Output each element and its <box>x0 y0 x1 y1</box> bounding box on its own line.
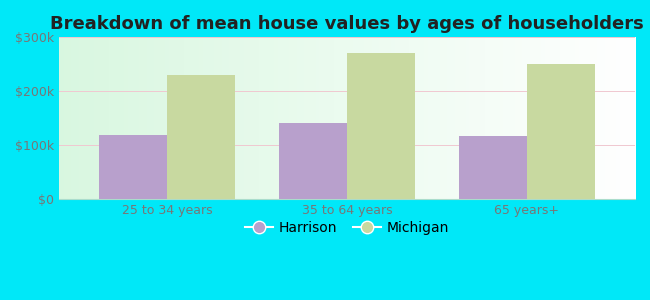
Bar <box>167 75 235 199</box>
Title: Breakdown of mean house values by ages of householders: Breakdown of mean house values by ages o… <box>50 15 644 33</box>
Bar <box>347 53 415 199</box>
Bar <box>279 123 347 199</box>
Bar <box>527 64 595 199</box>
Legend: Harrison, Michigan: Harrison, Michigan <box>239 215 454 240</box>
Bar <box>99 135 167 199</box>
Bar <box>459 136 527 199</box>
